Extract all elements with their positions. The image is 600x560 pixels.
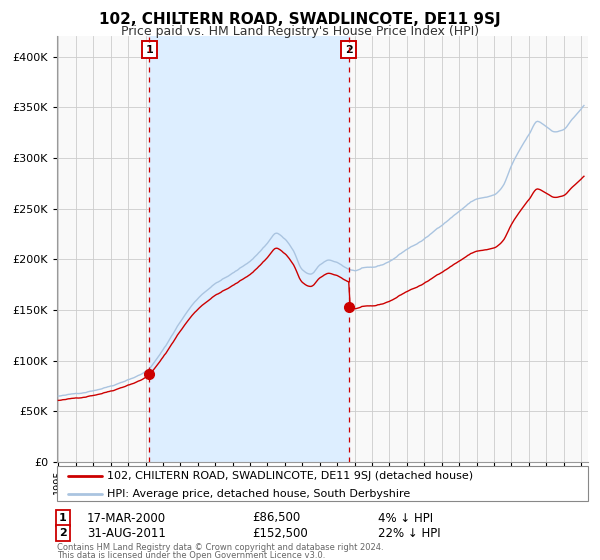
Text: 4% ↓ HPI: 4% ↓ HPI — [378, 511, 433, 525]
Text: This data is licensed under the Open Government Licence v3.0.: This data is licensed under the Open Gov… — [57, 551, 325, 560]
Text: 2: 2 — [59, 528, 67, 538]
Text: 102, CHILTERN ROAD, SWADLINCOTE, DE11 9SJ: 102, CHILTERN ROAD, SWADLINCOTE, DE11 9S… — [99, 12, 501, 27]
FancyBboxPatch shape — [57, 466, 588, 501]
Text: 102, CHILTERN ROAD, SWADLINCOTE, DE11 9SJ (detached house): 102, CHILTERN ROAD, SWADLINCOTE, DE11 9S… — [107, 471, 473, 481]
Bar — [149, 36, 349, 462]
Text: £152,500: £152,500 — [252, 526, 308, 540]
Text: Price paid vs. HM Land Registry's House Price Index (HPI): Price paid vs. HM Land Registry's House … — [121, 25, 479, 38]
Text: 2: 2 — [345, 45, 353, 55]
Text: 31-AUG-2011: 31-AUG-2011 — [87, 526, 166, 540]
Text: 22% ↓ HPI: 22% ↓ HPI — [378, 526, 440, 540]
Text: HPI: Average price, detached house, South Derbyshire: HPI: Average price, detached house, Sout… — [107, 488, 410, 498]
Text: £86,500: £86,500 — [252, 511, 300, 525]
Text: 1: 1 — [145, 45, 153, 55]
Text: 17-MAR-2000: 17-MAR-2000 — [87, 511, 166, 525]
Text: 1: 1 — [59, 513, 67, 523]
Text: Contains HM Land Registry data © Crown copyright and database right 2024.: Contains HM Land Registry data © Crown c… — [57, 543, 383, 552]
